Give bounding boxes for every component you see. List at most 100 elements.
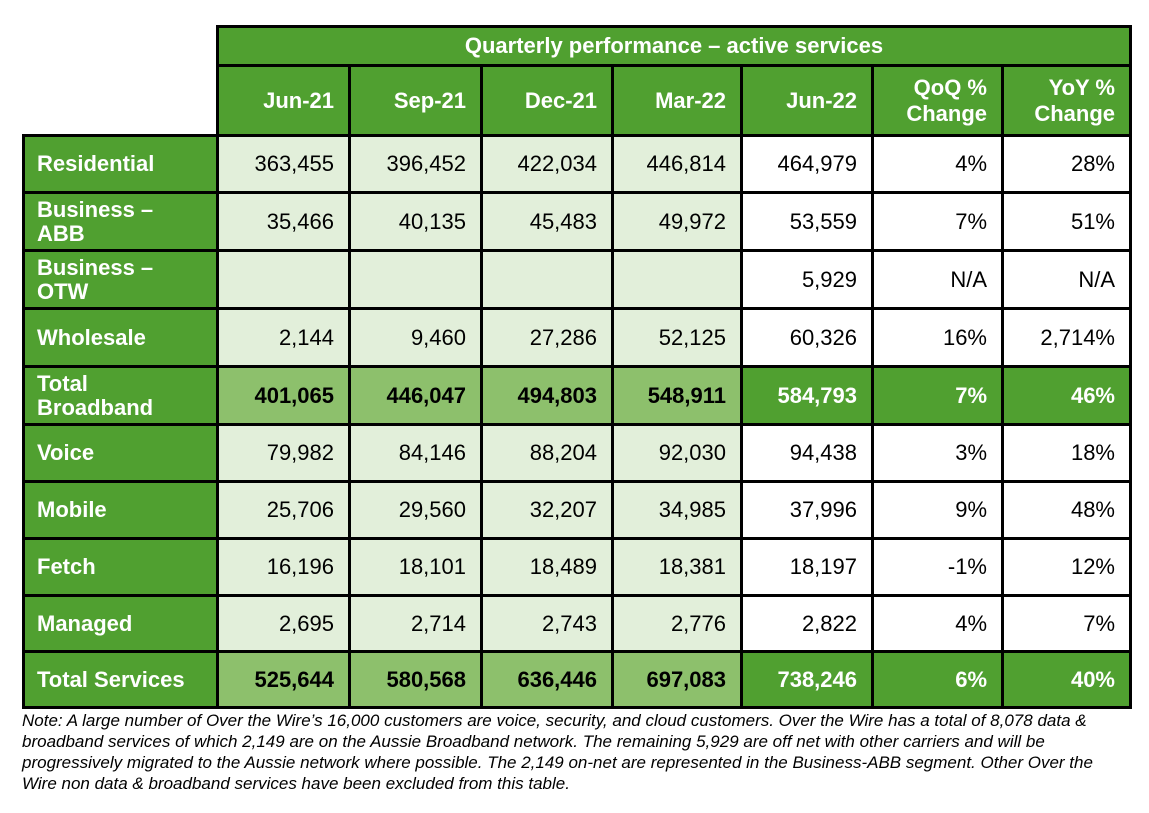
table-cell: 2,695 [216, 594, 351, 653]
table-cell: 49,972 [611, 191, 743, 252]
table-cell: 2,822 [740, 594, 874, 653]
table-cell: N/A [1001, 249, 1132, 310]
table-cell: 396,452 [348, 134, 483, 194]
table-cell [611, 249, 743, 310]
column-header: QoQ % Change [871, 64, 1004, 137]
table-cell: 25,706 [216, 480, 351, 540]
column-header: YoY % Change [1001, 64, 1132, 137]
table-cell: 363,455 [216, 134, 351, 194]
table-row: Total Broadband 401,065 446,047 494,803 548,… [22, 365, 1132, 426]
table-cell: 6% [871, 650, 1004, 709]
row-label: Business – ABB [22, 191, 219, 252]
table-cell: 7% [871, 191, 1004, 252]
table-cell: 18,489 [480, 537, 614, 597]
table-cell: 738,246 [740, 650, 874, 709]
table-cell: 48% [1001, 480, 1132, 540]
table-cell: 29,560 [348, 480, 483, 540]
table-cell: 446,814 [611, 134, 743, 194]
table-cell: -1% [871, 537, 1004, 597]
row-label: Business – OTW [22, 249, 219, 310]
table-cell: N/A [871, 249, 1004, 310]
table-cell: 494,803 [480, 365, 614, 426]
corner-blank [23, 26, 218, 66]
corner-blank [23, 65, 218, 136]
table-row: Managed 2,695 2,714 2,743 2,776 2,822 4% 7% [22, 594, 1132, 653]
table-cell: 2,144 [216, 307, 351, 368]
table-cell: 28% [1001, 134, 1132, 194]
table-cell: 94,438 [740, 423, 874, 483]
row-label: Fetch [22, 537, 219, 597]
row-label: Voice [22, 423, 219, 483]
table-cell: 580,568 [348, 650, 483, 709]
table-cell: 2,714 [348, 594, 483, 653]
table-row: Fetch 16,196 18,101 18,489 18,381 18,197 -1% 12… [22, 537, 1132, 597]
table-cell: 27,286 [480, 307, 614, 368]
row-label: Total Broadband [22, 365, 219, 426]
table-cell: 16,196 [216, 537, 351, 597]
table-cell: 32,207 [480, 480, 614, 540]
table-cell: 37,996 [740, 480, 874, 540]
table-cell: 52,125 [611, 307, 743, 368]
table-cell: 584,793 [740, 365, 874, 426]
table-cell [216, 249, 351, 310]
footnote: Note: A large number of Over the Wire’s … [22, 711, 1093, 793]
table-cell: 18,101 [348, 537, 483, 597]
table-cell: 53,559 [740, 191, 874, 252]
table-cell: 401,065 [216, 365, 351, 426]
row-label: Managed [22, 594, 219, 653]
column-header: Mar-22 [611, 64, 743, 137]
table-row: Residential 363,455 396,452 422,034 446,814 4… [22, 134, 1132, 194]
table-cell: 18,381 [611, 537, 743, 597]
table-cell: 79,982 [216, 423, 351, 483]
column-header: Sep-21 [348, 64, 483, 137]
table-cell: 2,743 [480, 594, 614, 653]
table-row: Mobile 25,706 29,560 32,207 34,985 37,996 9% 48… [22, 480, 1132, 540]
table-cell: 88,204 [480, 423, 614, 483]
table-cell: 35,466 [216, 191, 351, 252]
row-label: Residential [22, 134, 219, 194]
table-cell: 5,929 [740, 249, 874, 310]
table-row: Total Services 525,644 580,568 636,446 697,0… [22, 650, 1132, 709]
table-cell: 40% [1001, 650, 1132, 709]
column-header: Jun-22 [740, 64, 874, 137]
table-cell: 46% [1001, 365, 1132, 426]
table-cell: 45,483 [480, 191, 614, 252]
column-header: Jun-21 [216, 64, 351, 137]
table-cell: 2,776 [611, 594, 743, 653]
table-cell: 18% [1001, 423, 1132, 483]
table-cell: 525,644 [216, 650, 351, 709]
table-row: Wholesale 2,144 9,460 27,286 52,125 60,326 16%… [22, 307, 1132, 368]
table-cell: 9,460 [348, 307, 483, 368]
table-cell [348, 249, 483, 310]
table-cell: 51% [1001, 191, 1132, 252]
table-cell: 12% [1001, 537, 1132, 597]
table-cell: 34,985 [611, 480, 743, 540]
table-row: Business – OTW 5,929 N/A N/A [22, 249, 1132, 310]
table-cell: 697,083 [611, 650, 743, 709]
table-row: Business – ABB 35,466 40,135 45,483 49,972 53… [22, 191, 1132, 252]
table-title: Quarterly performance – active services [216, 25, 1132, 67]
table-cell: 4% [871, 594, 1004, 653]
row-label: Mobile [22, 480, 219, 540]
table-cell: 16% [871, 307, 1004, 368]
table-cell: 84,146 [348, 423, 483, 483]
table-cell: 446,047 [348, 365, 483, 426]
column-header: Dec-21 [480, 64, 614, 137]
table-cell: 7% [1001, 594, 1132, 653]
row-label: Total Services [22, 650, 219, 709]
table-cell: 636,446 [480, 650, 614, 709]
table-cell [480, 249, 614, 310]
table-row: Voice 79,982 84,146 88,204 92,030 94,438 3% 18% [22, 423, 1132, 483]
active-services-table: Quarterly performance – active services … [22, 25, 1132, 709]
table-cell: 3% [871, 423, 1004, 483]
table-cell: 2,714% [1001, 307, 1132, 368]
table-cell: 60,326 [740, 307, 874, 368]
table-cell: 9% [871, 480, 1004, 540]
table-cell: 548,911 [611, 365, 743, 426]
table-cell: 92,030 [611, 423, 743, 483]
table-cell: 4% [871, 134, 1004, 194]
table-cell: 422,034 [480, 134, 614, 194]
table-cell: 40,135 [348, 191, 483, 252]
table-cell: 18,197 [740, 537, 874, 597]
table-cell: 464,979 [740, 134, 874, 194]
